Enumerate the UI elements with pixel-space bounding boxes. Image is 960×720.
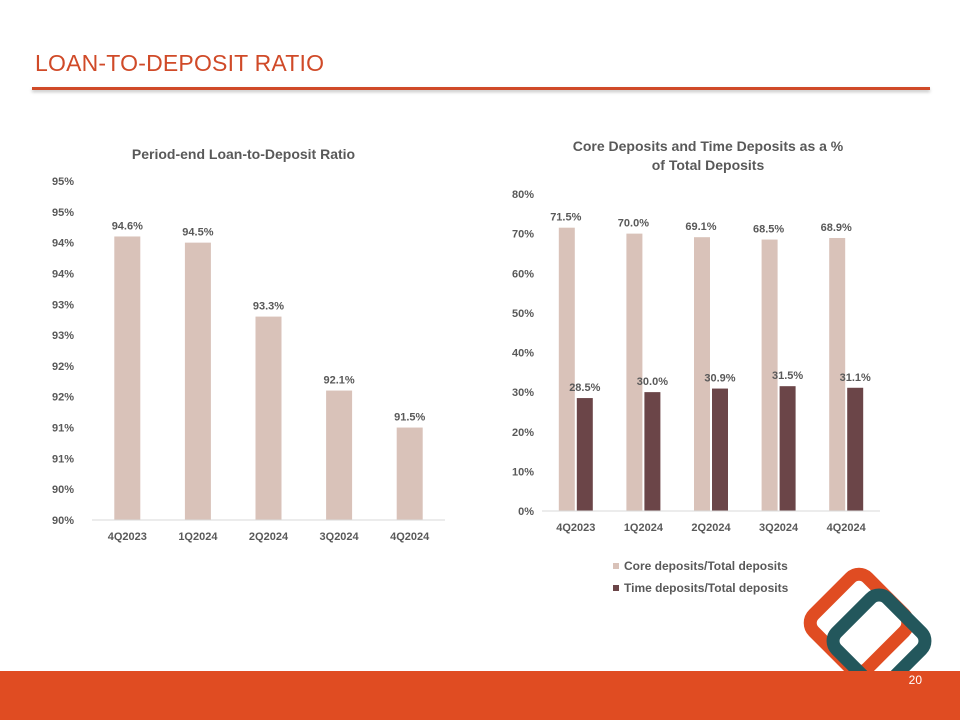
y-tick-label: 20%: [512, 427, 534, 439]
x-tick-label: 2Q2024: [249, 531, 289, 543]
bar-3Q2024: [326, 390, 353, 520]
x-tick-label: 1Q2024: [178, 531, 218, 543]
x-tick-label: 3Q2024: [320, 531, 360, 543]
x-tick-label: 4Q2024: [390, 531, 430, 543]
time-bar-4Q2023: [576, 398, 593, 511]
legend-label: Time deposits/Total deposits: [624, 581, 789, 595]
y-tick-label: 50%: [512, 308, 534, 320]
page-title: LOAN-TO-DEPOSIT RATIO: [35, 50, 325, 76]
y-tick-label: 91%: [52, 453, 74, 465]
y-tick-label: 60%: [512, 268, 534, 280]
logo-orange-diamond: [803, 567, 915, 679]
y-tick-label: 40%: [512, 348, 534, 360]
data-label: 68.9%: [821, 222, 852, 234]
y-tick-label: 92%: [52, 392, 74, 404]
data-label: 31.1%: [840, 372, 871, 384]
y-tick-label: 93%: [52, 299, 74, 311]
core-bar-4Q2024: [829, 237, 846, 511]
data-label: 94.5%: [182, 227, 213, 239]
data-label: 91.5%: [394, 412, 425, 424]
y-tick-label: 91%: [52, 423, 74, 435]
data-label: 70.0%: [618, 218, 649, 230]
data-label: 31.5%: [772, 370, 803, 382]
x-tick-label: 2Q2024: [691, 522, 731, 534]
data-label: 30.0%: [637, 376, 668, 388]
y-tick-label: 80%: [512, 189, 534, 201]
x-tick-label: 4Q2023: [108, 531, 147, 543]
core-bar-3Q2024: [761, 239, 778, 511]
data-label: 94.6%: [112, 220, 143, 232]
y-tick-label: 70%: [512, 229, 534, 241]
logo-teal-diamond: [826, 588, 932, 694]
x-tick-label: 4Q2024: [827, 522, 867, 534]
footer-bar: [0, 671, 960, 720]
data-label: 68.5%: [753, 224, 784, 236]
chart-title-line-2: of Total Deposits: [652, 157, 765, 173]
page-number: 20: [908, 673, 922, 687]
core-bar-2Q2024: [694, 237, 710, 511]
y-tick-label: 94%: [52, 238, 74, 250]
y-tick-label: 95%: [52, 207, 74, 219]
bar-1Q2024: [184, 242, 211, 521]
bar-4Q2023: [114, 236, 141, 521]
y-tick-label: 94%: [52, 268, 74, 280]
time-bar-2Q2024: [712, 388, 728, 511]
data-label: 30.9%: [704, 373, 735, 385]
data-label: 93.3%: [253, 301, 284, 313]
x-tick-label: 3Q2024: [759, 522, 799, 534]
x-tick-label: 1Q2024: [624, 522, 664, 534]
y-tick-label: 90%: [52, 515, 74, 527]
loan-to-deposit-chart: Period-end Loan-to-Deposit Ratio 90% 90% 91…: [52, 146, 445, 543]
y-tick-label: 10%: [512, 466, 534, 478]
data-label: 69.1%: [685, 221, 716, 233]
bar-4Q2024: [396, 427, 423, 520]
title-rule: [32, 87, 930, 90]
chart-title-line-1: Core Deposits and Time Deposits as a %: [573, 138, 844, 154]
data-label: 92.1%: [323, 375, 354, 387]
data-label: 28.5%: [569, 382, 600, 394]
y-tick-label: 90%: [52, 484, 74, 496]
company-logo: [803, 567, 932, 694]
legend-swatch: [613, 563, 619, 569]
time-bar-4Q2024: [847, 387, 864, 511]
y-tick-label: 0%: [518, 506, 534, 518]
legend-swatch: [613, 585, 619, 591]
legend-label: Core deposits/Total deposits: [624, 559, 788, 573]
bar-2Q2024: [255, 316, 282, 520]
deposits-mix-chart: Core Deposits and Time Deposits as a % of…: [512, 138, 880, 595]
y-tick-label: 95%: [52, 176, 74, 188]
data-label: 71.5%: [550, 212, 581, 224]
y-tick-label: 93%: [52, 330, 74, 342]
y-tick-label: 92%: [52, 361, 74, 373]
core-bar-1Q2024: [626, 233, 643, 511]
y-tick-label: 30%: [512, 387, 534, 399]
time-bar-3Q2024: [779, 386, 796, 511]
time-bar-1Q2024: [644, 392, 661, 511]
x-tick-label: 4Q2023: [556, 522, 595, 534]
core-bar-4Q2023: [558, 227, 575, 511]
chart-title: Period-end Loan-to-Deposit Ratio: [132, 146, 355, 162]
